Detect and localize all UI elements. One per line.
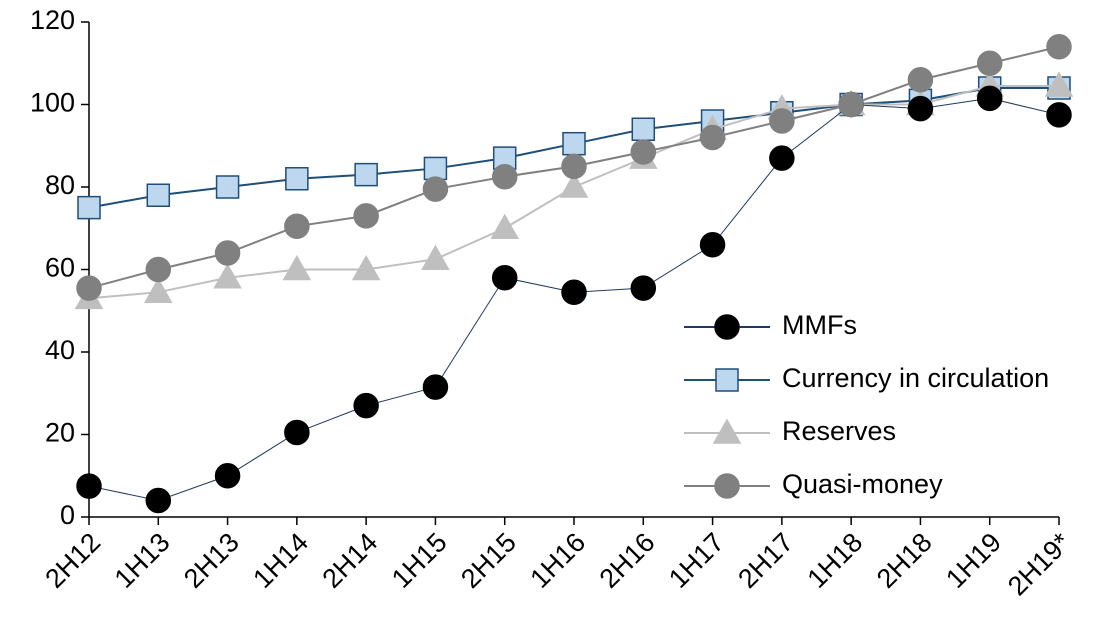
point xyxy=(146,183,171,207)
x-tick-label: 2H17 xyxy=(732,527,799,594)
point xyxy=(144,277,173,303)
point xyxy=(285,167,309,191)
point xyxy=(907,67,934,93)
legend-marker xyxy=(712,418,742,444)
point xyxy=(907,95,934,122)
x-tick-label: 1H13 xyxy=(109,527,176,594)
point xyxy=(213,263,242,289)
y-tick-label: 40 xyxy=(45,335,75,365)
point xyxy=(284,419,310,446)
x-tick-label: 1H18 xyxy=(802,527,869,594)
point xyxy=(76,275,102,301)
point xyxy=(976,85,1003,112)
x-tick-label: 1H17 xyxy=(663,527,730,594)
x-tick-label: 2H15 xyxy=(455,527,522,594)
point xyxy=(1046,34,1072,60)
point xyxy=(491,265,518,291)
point xyxy=(214,463,241,489)
x-tick-label: 2H16 xyxy=(594,527,661,594)
x-tick-label: 1H14 xyxy=(247,527,314,594)
legend-marker xyxy=(715,368,739,392)
legend-marker xyxy=(714,473,740,499)
point xyxy=(699,232,726,258)
point xyxy=(77,195,101,220)
point xyxy=(699,124,726,151)
x-tick-label: 2H14 xyxy=(317,527,384,594)
point xyxy=(215,175,240,199)
x-tick-label: 2H12 xyxy=(39,527,106,594)
point xyxy=(422,374,449,400)
x-tick-label: 2H18 xyxy=(871,527,938,594)
point xyxy=(630,139,657,165)
x-tick-label: 2H13 xyxy=(178,527,245,594)
point xyxy=(561,153,587,180)
x-tick-label: 1H15 xyxy=(386,527,453,594)
point xyxy=(631,117,656,141)
point xyxy=(354,162,378,187)
point xyxy=(421,244,450,270)
point xyxy=(559,172,589,198)
legend-label: MMFs xyxy=(782,310,857,340)
point xyxy=(351,254,381,281)
legend-label: Quasi-money xyxy=(782,469,943,499)
point xyxy=(491,163,518,190)
y-tick-label: 120 xyxy=(30,5,75,35)
point xyxy=(145,256,172,283)
point xyxy=(423,156,448,181)
point xyxy=(561,279,587,305)
legend-marker xyxy=(714,314,740,340)
point xyxy=(490,213,519,239)
x-tick-label: 1H16 xyxy=(524,527,591,594)
point xyxy=(422,176,449,202)
point xyxy=(630,275,657,301)
y-tick-label: 20 xyxy=(45,418,75,448)
y-tick-label: 100 xyxy=(30,88,75,118)
point xyxy=(282,254,312,281)
point xyxy=(214,240,241,266)
y-tick-label: 0 xyxy=(60,500,75,530)
point xyxy=(284,213,310,239)
point xyxy=(562,131,586,156)
point xyxy=(353,392,379,419)
y-tick-label: 80 xyxy=(45,170,75,200)
x-tick-label: 1H19 xyxy=(940,527,1007,594)
x-tick-label: 2H19* xyxy=(1002,527,1077,602)
legend-label: Reserves xyxy=(782,416,896,446)
point xyxy=(76,473,102,499)
point xyxy=(353,203,379,229)
point xyxy=(1044,71,1074,97)
point xyxy=(145,487,172,514)
point xyxy=(769,145,795,171)
y-tick-label: 60 xyxy=(45,253,75,283)
point xyxy=(1046,102,1072,128)
legend-label: Currency in circulation xyxy=(782,363,1049,393)
point xyxy=(976,50,1003,76)
point xyxy=(769,108,795,134)
point xyxy=(838,91,864,118)
